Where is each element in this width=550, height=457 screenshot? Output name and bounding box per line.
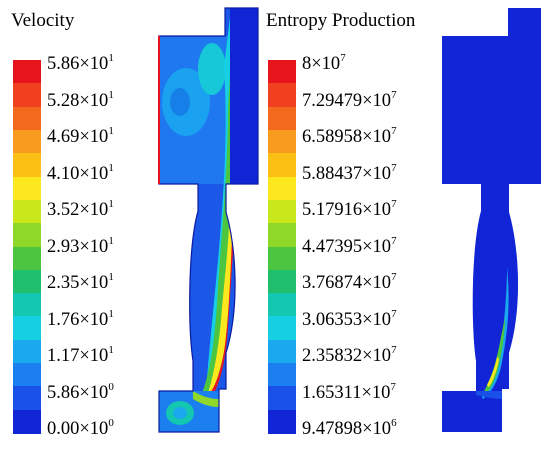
colorbar-tick-label: 3.52×101 [47,198,114,220]
velocity-colorbar [13,60,41,434]
colorbar-tick-label: 3.76874×107 [302,271,397,293]
colorbar-swatch [268,363,296,387]
colorbar-swatch [268,176,296,201]
colorbar-swatch [268,316,296,341]
colorbar-tick-label: 0.00×100 [47,417,114,439]
colorbar-swatch [268,106,296,131]
velocity-contour-plot [158,7,259,433]
colorbar-tick-label: 1.76×101 [47,307,114,330]
velocity-title: Velocity [11,10,75,31]
colorbar-tick-label: 2.35×101 [47,271,114,293]
colorbar-swatch [13,129,41,154]
colorbar-swatch [13,386,41,411]
colorbar-swatch [13,409,41,434]
colorbar-swatch [268,129,296,154]
entropy-colorbar [268,60,296,434]
colorbar-swatch [268,339,296,364]
colorbar-swatch [13,83,41,108]
colorbar-tick-label: 4.47395×107 [302,234,397,257]
colorbar-swatch [268,293,296,317]
colorbar-tick-label: 5.86×101 [47,52,114,74]
colorbar-swatch [13,176,41,201]
colorbar-swatch [13,153,41,178]
colorbar-tick-label: 2.93×101 [47,234,114,257]
colorbar-tick-label: 5.28×101 [47,88,114,111]
colorbar-swatch [13,199,41,224]
colorbar-swatch [268,409,296,434]
colorbar-tick-label: 4.10×101 [47,161,114,184]
colorbar-tick-label: 9.47898×106 [302,417,397,439]
colorbar-swatch [13,363,41,387]
colorbar-swatch [268,246,296,271]
colorbar-tick-label: 6.58958×107 [302,125,397,147]
colorbar-swatch [13,60,41,84]
colorbar-swatch [13,269,41,294]
colorbar-swatch [268,386,296,411]
colorbar-tick-label: 5.17916×107 [302,198,397,220]
colorbar-swatch [268,269,296,294]
entropy-contour-plot [442,8,541,432]
colorbar-swatch [268,199,296,224]
colorbar-swatch [268,223,296,247]
colorbar-tick-label: 7.29479×107 [302,88,397,111]
colorbar-swatch [13,246,41,271]
colorbar-tick-label: 8×107 [302,52,346,74]
colorbar-tick-label: 5.86×100 [47,380,114,403]
colorbar-tick-label: 1.65311×107 [302,380,396,403]
colorbar-swatch [268,83,296,108]
colorbar-tick-label: 3.06353×107 [302,307,397,330]
colorbar-tick-label: 4.69×101 [47,125,114,147]
colorbar-swatch [13,339,41,364]
colorbar-swatch [268,60,296,84]
colorbar-swatch [268,153,296,178]
colorbar-swatch [13,223,41,247]
colorbar-tick-label: 2.35832×107 [302,344,397,366]
entropy-production-title: Entropy Production [266,10,416,31]
colorbar-tick-label: 5.88437×107 [302,161,397,184]
colorbar-tick-label: 1.17×101 [47,344,114,366]
colorbar-swatch [13,316,41,341]
colorbar-swatch [13,106,41,131]
colorbar-swatch [13,293,41,317]
